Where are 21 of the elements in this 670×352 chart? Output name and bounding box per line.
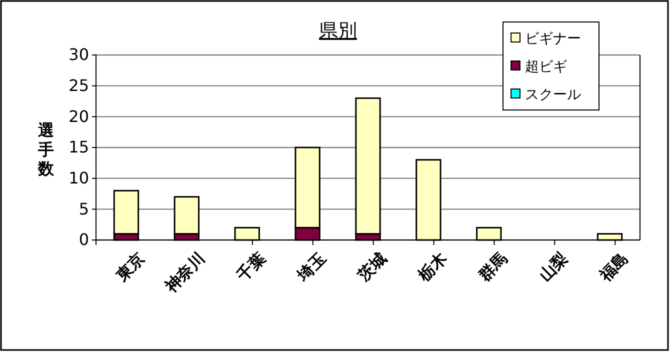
x-tick-label: 千葉 [232,248,270,286]
y-tick-label: 25 [68,76,89,95]
x-tick-label: 山梨 [535,248,572,285]
x-tick-label: 群馬 [474,248,511,286]
x-tick-label: 栃木 [414,248,452,286]
x-tick-label: 神奈川 [160,248,209,297]
x-tick-label: 東京 [111,248,148,286]
x-tick-label: 埼玉 [292,248,330,286]
y-tick-label: 5 [78,199,89,218]
y-tick-label: 15 [68,138,89,157]
legend-label: スクール [525,87,581,103]
chart-title: 県別 [319,20,357,42]
y-tick-label: 10 [68,168,89,188]
x-tick-label: 福島 [595,248,632,286]
x-tick-label: 茨城 [353,248,390,286]
legend-label: ビギナー [525,31,581,47]
y-tick-label: 20 [68,106,89,126]
y-tick-label: 0 [78,230,89,250]
legend-label: 超ビギ [525,59,567,75]
y-tick-label: 30 [68,45,89,64]
y-axis-title: 選手数 [37,120,55,178]
